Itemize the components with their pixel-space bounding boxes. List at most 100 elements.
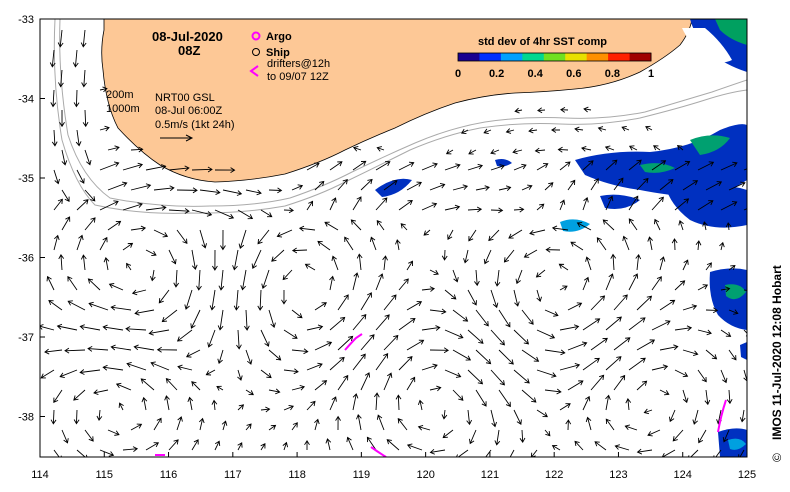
current-arrow <box>567 341 588 351</box>
current-arrow <box>682 389 689 404</box>
contour-label-1000m: 1000m <box>106 103 140 115</box>
current-arrow <box>720 161 738 171</box>
current-arrow <box>383 180 398 191</box>
longitude-axis: 114 115 116 117 118 119 120 121 122 123 124 125 <box>31 452 756 481</box>
current-arrow <box>61 189 70 203</box>
lon-tick-label: 125 <box>738 469 756 481</box>
current-arrow <box>581 146 592 152</box>
current-arrow <box>173 269 180 288</box>
current-vectors <box>40 29 747 457</box>
current-arrow <box>283 329 298 339</box>
current-arrow <box>58 253 65 271</box>
current-arrow <box>356 253 363 271</box>
current-arrow <box>521 184 533 191</box>
current-arrow <box>625 398 632 411</box>
current-arrow <box>643 408 653 415</box>
current-arrow <box>429 385 442 392</box>
current-arrow <box>317 240 331 251</box>
current-arrow <box>44 348 63 355</box>
current-arrow <box>503 249 515 263</box>
current-arrow <box>217 349 224 365</box>
current-arrow <box>306 400 316 411</box>
current-arrow <box>375 273 384 291</box>
current-arrow <box>705 349 718 360</box>
lat-tick-label: -34 <box>18 94 34 106</box>
current-arrow <box>585 256 592 271</box>
current-arrow <box>536 409 548 418</box>
current-arrow <box>168 165 190 172</box>
current-arrow <box>168 208 190 214</box>
current-arrow <box>237 404 245 411</box>
current-arrow <box>475 349 492 365</box>
current-arrow <box>498 349 514 365</box>
current-arrow <box>386 439 400 451</box>
current-arrow <box>216 385 224 391</box>
current-arrow <box>651 160 667 171</box>
current-arrow <box>447 229 454 240</box>
current-arrow <box>61 216 71 231</box>
colorbar-segment <box>565 53 588 61</box>
drifter-legend-label-1: drifters@12h <box>267 58 330 70</box>
contour-label-200m: 200m <box>106 89 134 101</box>
current-arrow <box>73 389 86 401</box>
current-arrow <box>314 180 325 191</box>
current-arrow <box>636 177 649 191</box>
current-arrow <box>417 399 424 411</box>
current-arrow <box>88 301 109 311</box>
colorbar-segment <box>586 53 609 61</box>
current-arrow <box>382 255 388 271</box>
current-arrow <box>628 218 638 231</box>
current-arrow <box>467 369 484 385</box>
current-arrow <box>149 269 156 282</box>
current-arrow <box>659 256 666 271</box>
lon-tick-label: 115 <box>95 469 113 481</box>
current-arrow <box>168 439 179 451</box>
current-arrow <box>613 294 628 311</box>
current-arrow <box>337 294 349 311</box>
current-arrow <box>49 49 56 68</box>
current-arrow <box>148 329 170 336</box>
current-arrow <box>582 160 594 171</box>
current-arrow <box>692 409 699 425</box>
current-arrow <box>75 129 82 147</box>
current-arrow <box>232 249 239 271</box>
current-arrow <box>329 197 337 211</box>
current-arrow <box>271 249 285 262</box>
current-arrow <box>475 389 487 407</box>
current-arrow <box>115 382 132 391</box>
current-arrow <box>164 395 170 411</box>
current-arrow <box>329 161 343 171</box>
current-arrow <box>81 69 87 88</box>
current-arrow <box>191 439 199 451</box>
current-arrow <box>237 369 243 381</box>
current-arrow <box>153 229 169 238</box>
current-arrow <box>513 163 527 171</box>
current-arrow <box>557 146 569 153</box>
current-arrow <box>352 313 367 331</box>
current-arrow <box>406 376 416 391</box>
colorbar-segment <box>458 53 480 61</box>
current-arrow <box>198 417 205 431</box>
current-arrow <box>40 369 55 379</box>
current-arrow <box>153 185 175 192</box>
ship-legend-symbol <box>252 48 260 56</box>
current-arrow <box>291 384 306 391</box>
current-arrow <box>314 380 328 391</box>
current-arrow <box>103 256 110 271</box>
colorbar-segment <box>522 53 545 61</box>
current-arrow <box>544 309 559 317</box>
current-arrow <box>429 269 439 276</box>
current-arrow <box>582 276 590 291</box>
current-arrow <box>99 161 120 171</box>
current-arrow <box>161 309 178 323</box>
current-arrow <box>483 249 492 265</box>
current-arrow <box>406 443 423 451</box>
current-arrow <box>260 209 273 218</box>
current-arrow <box>168 249 177 265</box>
current-arrow <box>196 269 202 291</box>
current-arrow <box>628 159 642 171</box>
current-arrow <box>122 162 144 171</box>
vector-scale-arrow <box>160 134 194 142</box>
current-arrow <box>574 126 584 133</box>
